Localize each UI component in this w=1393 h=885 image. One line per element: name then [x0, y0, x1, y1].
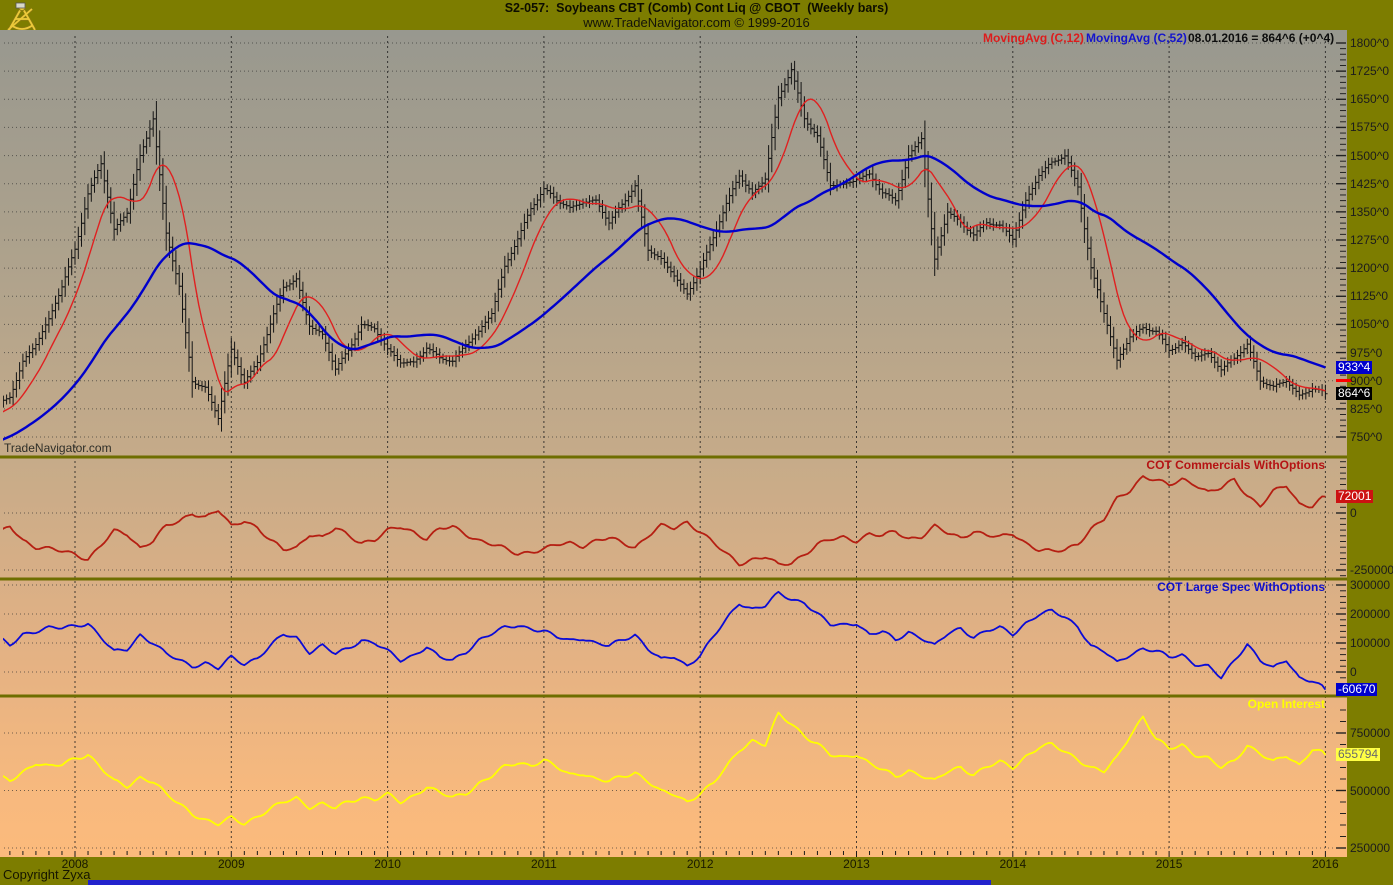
tradenavigator-logo-icon	[2, 0, 42, 34]
chart-plot-area[interactable]	[0, 30, 1347, 857]
chart-subtitle: www.TradeNavigator.com © 1999-2016	[583, 15, 810, 30]
chart-title-bar: S2-057: Soybeans CBT (Comb) Cont Liq @ C…	[0, 0, 1393, 32]
right-axis-panel	[1347, 30, 1393, 885]
chart-title: S2-057: Soybeans CBT (Comb) Cont Liq @ C…	[504, 1, 889, 15]
